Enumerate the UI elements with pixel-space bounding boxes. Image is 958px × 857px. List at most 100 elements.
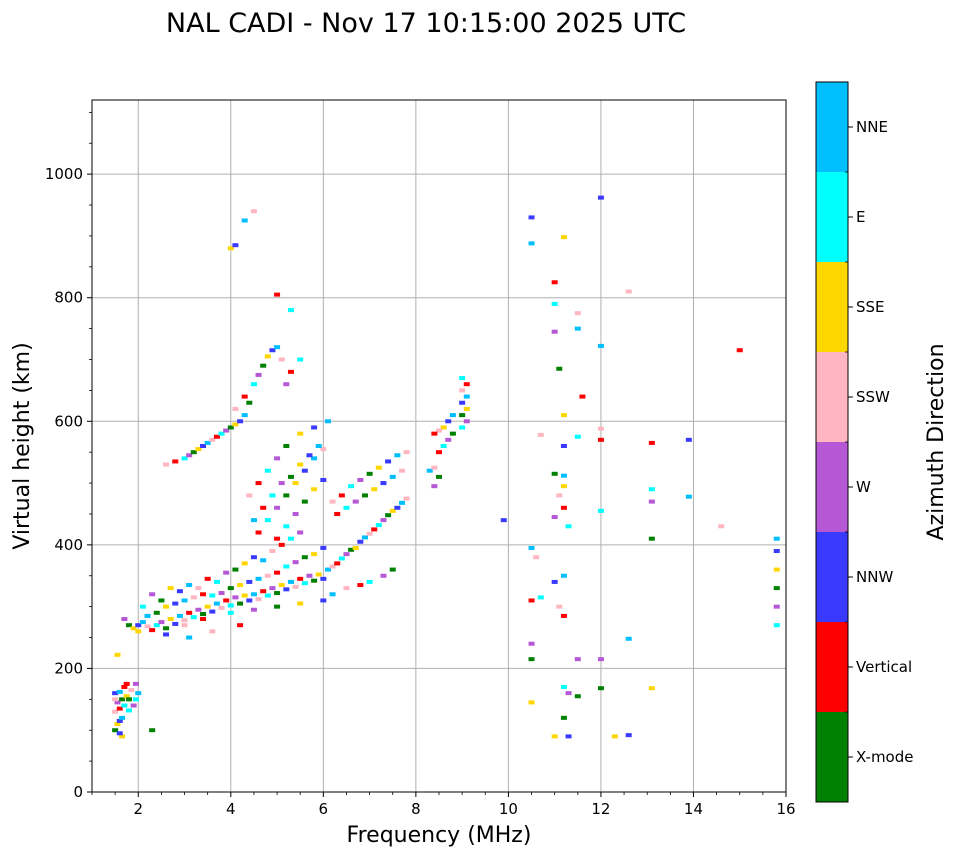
echo-point — [213, 579, 220, 584]
echo-point — [123, 694, 130, 699]
echo-point — [167, 617, 174, 621]
echo-point — [463, 419, 470, 424]
echo-point — [648, 686, 655, 691]
colorbar-tick-label: X-mode — [856, 748, 913, 766]
echo-point — [264, 354, 271, 359]
echo-point — [287, 474, 294, 479]
echo-point — [132, 697, 139, 702]
echo-point — [551, 280, 558, 285]
echo-point — [209, 593, 216, 598]
echo-point — [260, 363, 267, 368]
echo-point — [361, 535, 368, 540]
echo-point — [250, 555, 257, 560]
echo-point — [135, 623, 142, 628]
echo-point — [292, 560, 299, 565]
echo-point — [380, 518, 387, 523]
echo-point — [232, 595, 239, 600]
echo-point — [301, 468, 308, 473]
echo-point — [301, 499, 308, 504]
echo-point — [241, 413, 248, 418]
echo-point — [648, 536, 655, 541]
echo-point — [158, 620, 165, 625]
echo-point — [338, 493, 345, 498]
echo-point — [200, 444, 207, 448]
x-tick-label: 2 — [133, 800, 143, 818]
echo-point — [560, 473, 567, 478]
echo-point — [560, 573, 567, 578]
echo-point — [528, 241, 535, 246]
echo-point — [128, 688, 135, 693]
x-tick-label: 4 — [226, 800, 236, 818]
echo-point — [320, 545, 327, 550]
echo-point — [186, 610, 193, 615]
echo-point — [556, 604, 563, 609]
echo-point — [274, 345, 281, 350]
echo-point — [126, 697, 133, 702]
echo-point — [139, 620, 146, 625]
y-axis-label: Virtual height (km) — [10, 342, 35, 549]
echo-point — [292, 481, 299, 486]
echo-point — [176, 589, 183, 594]
echo-point — [551, 579, 558, 584]
echo-point — [260, 505, 267, 510]
echo-point — [348, 547, 355, 552]
echo-point — [232, 243, 239, 248]
echo-point — [274, 536, 281, 541]
x-tick-label: 14 — [684, 800, 703, 818]
echo-point — [112, 697, 119, 702]
echo-point — [574, 311, 581, 316]
echo-point — [311, 578, 318, 583]
echo-point — [736, 348, 743, 353]
echo-point — [320, 447, 327, 452]
echo-point — [375, 465, 382, 470]
echo-point — [338, 556, 345, 561]
echo-point — [597, 437, 604, 442]
echo-point — [357, 539, 364, 544]
chart-title: NAL CADI - Nov 17 10:15:00 2025 UTC — [166, 8, 686, 39]
echo-point — [574, 657, 581, 662]
echo-point — [528, 215, 535, 220]
echo-point — [274, 505, 281, 510]
colorbar-tick-label: NNW — [856, 568, 893, 586]
y-tick-label: 800 — [54, 289, 83, 307]
echo-point — [385, 513, 392, 518]
echo-point — [227, 246, 234, 251]
echo-point — [648, 440, 655, 445]
echo-point — [232, 567, 239, 572]
echo-point — [176, 613, 183, 618]
echo-point — [436, 474, 442, 479]
y-tick-label: 1000 — [45, 165, 83, 183]
echo-point — [274, 456, 281, 461]
echo-point — [556, 493, 563, 498]
echo-point — [269, 549, 276, 554]
echo-point — [186, 635, 193, 640]
echo-point — [533, 555, 540, 560]
echo-point — [334, 561, 341, 566]
echo-point — [269, 348, 276, 353]
echo-point — [528, 545, 535, 550]
echo-point — [297, 357, 304, 362]
echo-point — [278, 357, 285, 362]
echo-point — [292, 511, 299, 516]
echo-point — [114, 722, 121, 727]
colorbar-tick-label: SSE — [856, 298, 885, 316]
echo-point — [329, 592, 336, 597]
echo-point — [130, 703, 137, 708]
echo-point — [352, 499, 359, 504]
echo-point — [648, 499, 655, 504]
echo-point — [297, 431, 304, 436]
echo-point — [269, 493, 276, 498]
echo-point — [625, 733, 632, 738]
echo-point — [195, 447, 202, 452]
echo-point — [241, 218, 248, 223]
echo-point — [237, 419, 244, 424]
echo-point — [324, 419, 331, 424]
echo-point — [366, 531, 373, 536]
echo-point — [274, 292, 281, 297]
echo-point — [297, 530, 304, 535]
echo-point — [773, 549, 780, 554]
echo-point — [283, 587, 290, 592]
echo-point — [343, 552, 350, 557]
echo-point — [223, 598, 230, 603]
